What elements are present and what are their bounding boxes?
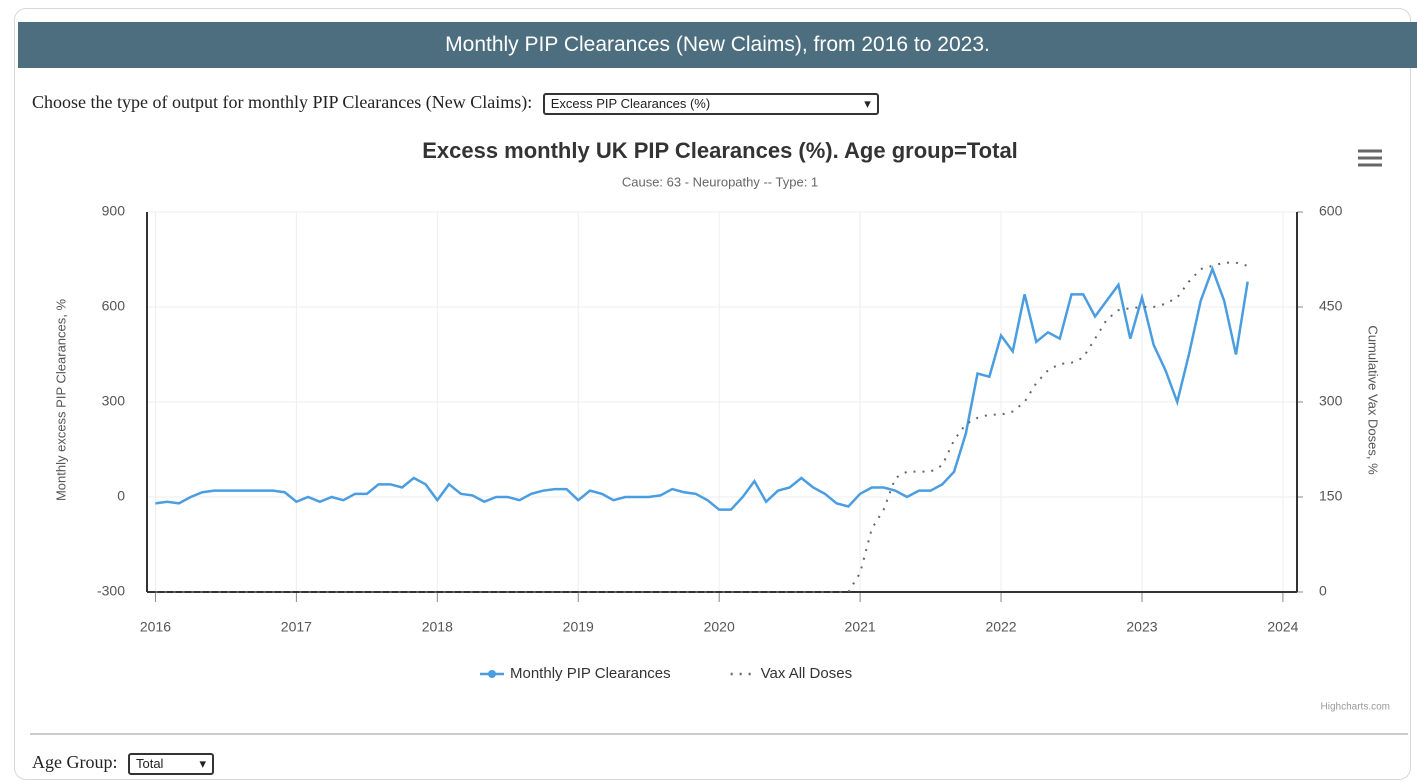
- x-tick-label: 2019: [563, 619, 594, 635]
- y-axis-title: Monthly excess PIP Clearances, %: [53, 299, 68, 502]
- credits[interactable]: Highcharts.com: [1321, 702, 1390, 713]
- legend-label[interactable]: Monthly PIP Clearances: [510, 665, 671, 682]
- output-label: Choose the type of output for monthly PI…: [32, 92, 533, 112]
- age-select[interactable]: Total ▾: [127, 752, 214, 775]
- chart-title: Excess monthly UK PIP Clearances (%). Ag…: [422, 138, 1018, 163]
- chart-subtitle: Cause: 63 - Neuropathy -- Type: 1: [622, 174, 818, 189]
- y2-tick-label: 450: [1319, 298, 1343, 314]
- dropdown-arrow: ▾: [199, 755, 206, 771]
- output-select[interactable]: Excess PIP Clearances (%) ▾: [542, 92, 879, 115]
- x-tick-label: 2016: [140, 619, 171, 635]
- separator: [30, 733, 1408, 735]
- y-tick-label: 0: [117, 488, 125, 504]
- header-title: Monthly PIP Clearances (New Claims), fro…: [18, 22, 1417, 68]
- y-tick-label: 900: [102, 203, 126, 219]
- y-tick-label: 600: [102, 298, 126, 314]
- age-control: Age Group: Total ▾: [32, 752, 214, 775]
- dropdown-arrow: ▾: [864, 95, 871, 111]
- y2-tick-label: 0: [1319, 583, 1327, 599]
- series-line: [155, 265, 1249, 511]
- output-control: Choose the type of output for monthly PI…: [32, 92, 879, 115]
- legend-marker: [488, 670, 496, 678]
- y2-tick-label: 600: [1319, 203, 1343, 219]
- y2-tick-label: 150: [1319, 488, 1343, 504]
- age-selected: Total: [135, 755, 164, 771]
- x-tick-label: 2018: [422, 619, 453, 635]
- x-tick-label: 2022: [985, 619, 1016, 635]
- y2-tick-label: 300: [1319, 393, 1343, 409]
- x-tick-label: 2024: [1267, 619, 1298, 635]
- y2-axis-title: Cumulative Vax Doses, %: [1366, 325, 1381, 475]
- x-tick-label: 2017: [281, 619, 312, 635]
- card: [14, 8, 1411, 780]
- chart: Excess monthly UK PIP Clearances (%). Ag…: [53, 138, 1390, 713]
- age-label: Age Group:: [32, 752, 118, 772]
- legend-label[interactable]: Vax All Doses: [761, 665, 852, 682]
- series-line: [155, 261, 1248, 593]
- x-tick-label: 2021: [845, 619, 876, 635]
- x-tick-label: 2023: [1126, 619, 1157, 635]
- y-tick-label: 300: [102, 393, 126, 409]
- x-tick-label: 2020: [704, 619, 735, 635]
- output-selected: Excess PIP Clearances (%): [550, 95, 711, 111]
- y-tick-label: -300: [97, 583, 125, 599]
- menu-button[interactable]: [1358, 149, 1382, 167]
